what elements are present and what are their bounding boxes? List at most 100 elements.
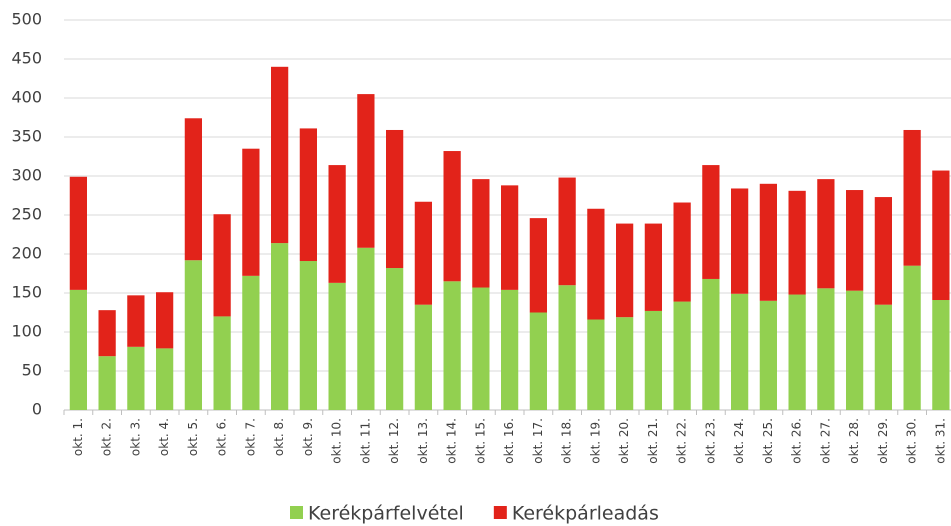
x-tick-label: okt. 9. <box>301 418 315 456</box>
legend-label: Kerékpárfelvétel <box>308 503 464 525</box>
bar-segment <box>214 316 231 410</box>
bar-segment <box>214 214 231 316</box>
bar-segment <box>530 313 547 411</box>
x-tick-label: okt. 17. <box>531 418 545 464</box>
bar-segment <box>875 305 892 410</box>
bar-segment <box>587 209 604 320</box>
bar-segment <box>702 279 719 410</box>
y-tick-label: 0 <box>32 400 42 419</box>
bar-segment <box>904 266 921 410</box>
x-tick-label: okt. 20. <box>617 418 631 464</box>
bar-segment <box>702 165 719 279</box>
x-tick-label: okt. 4. <box>157 418 171 456</box>
x-tick-label: okt. 6. <box>215 418 229 456</box>
x-tick-label: okt. 3. <box>128 418 142 456</box>
bar-segment <box>127 347 144 410</box>
x-tick-label: okt. 16. <box>502 418 516 464</box>
page: {"chart_data": {"type": "stacked_bar", "… <box>0 0 951 526</box>
x-tick-label: okt. 28. <box>847 418 861 464</box>
x-tick-label: okt. 23. <box>703 418 717 464</box>
x-tick-label: okt. 31. <box>933 418 947 464</box>
y-tick-label: 400 <box>11 88 42 107</box>
bar-segment <box>127 295 144 346</box>
bar-segment <box>587 320 604 410</box>
bar-segment <box>357 248 374 410</box>
y-tick-label: 100 <box>11 322 42 341</box>
x-tick-label: okt. 18. <box>560 418 574 464</box>
bar-segment <box>932 171 949 300</box>
x-tick-label: okt. 14. <box>445 418 459 464</box>
bar-segment <box>242 149 259 276</box>
x-tick-label: okt. 19. <box>588 418 602 464</box>
bar-segment <box>156 292 173 348</box>
x-tick-label: okt. 15. <box>473 418 487 464</box>
bar-segment <box>242 276 259 410</box>
bar-segment <box>415 202 432 305</box>
y-tick-label: 300 <box>11 166 42 185</box>
bar-segment <box>789 295 806 410</box>
bar-segment <box>70 177 87 290</box>
bar-segment <box>731 294 748 410</box>
bar-segment <box>904 130 921 266</box>
x-tick-label: okt. 5. <box>186 418 200 456</box>
legend-label: Kerékpárleadás <box>512 503 659 525</box>
bar-segment <box>185 260 202 410</box>
bar-segment <box>156 348 173 410</box>
bar-segment <box>674 302 691 410</box>
bar-segment <box>357 94 374 248</box>
bar-segment <box>99 310 116 356</box>
x-tick-label: okt. 13. <box>416 418 430 464</box>
bar-segment <box>99 356 116 410</box>
bar-segment <box>846 190 863 291</box>
x-tick-label: okt. 24. <box>732 418 746 464</box>
bar-segment <box>674 203 691 302</box>
y-tick-label: 250 <box>11 205 42 224</box>
x-tick-label: okt. 25. <box>761 418 775 464</box>
bar-segment <box>875 197 892 305</box>
bar-segment <box>559 285 576 410</box>
bar-segment <box>731 188 748 293</box>
bar-segment <box>300 128 317 261</box>
bar-segment <box>329 165 346 283</box>
bar-segment <box>817 179 834 288</box>
y-tick-label: 350 <box>11 127 42 146</box>
bar-segment <box>70 290 87 410</box>
bar-segment <box>501 185 518 290</box>
bar-segment <box>271 243 288 410</box>
bar-segment <box>559 178 576 286</box>
bar-segment <box>501 290 518 410</box>
bar-segment <box>760 184 777 301</box>
x-tick-label: okt. 27. <box>818 418 832 464</box>
y-tick-label: 500 <box>11 10 42 29</box>
bar-segment <box>846 291 863 410</box>
x-tick-label: okt. 29. <box>876 418 890 464</box>
bar-segment <box>300 261 317 410</box>
x-tick-label: okt. 12. <box>387 418 401 464</box>
x-tick-label: okt. 30. <box>905 418 919 464</box>
x-tick-label: okt. 26. <box>790 418 804 464</box>
x-tick-label: okt. 2. <box>100 418 114 456</box>
x-tick-label: okt. 10. <box>330 418 344 464</box>
bar-segment <box>444 151 461 281</box>
bar-segment <box>472 179 489 287</box>
bar-segment <box>386 130 403 268</box>
bar-segment <box>415 305 432 410</box>
bar-segment <box>444 281 461 410</box>
legend-swatch <box>494 506 507 519</box>
bar-segment <box>616 224 633 318</box>
bar-segment <box>329 283 346 410</box>
bar-segment <box>760 301 777 410</box>
bar-segment <box>645 224 662 311</box>
x-tick-label: okt. 22. <box>675 418 689 464</box>
legend-swatch <box>290 506 303 519</box>
bar-segment <box>185 118 202 260</box>
bar-segment <box>932 300 949 410</box>
x-tick-label: okt. 11. <box>358 418 372 464</box>
bar-segment <box>645 311 662 410</box>
x-tick-label: okt. 21. <box>646 418 660 464</box>
x-tick-label: okt. 7. <box>243 418 257 456</box>
bar-segment <box>530 218 547 312</box>
bar-segment <box>789 191 806 295</box>
y-tick-label: 450 <box>11 49 42 68</box>
bar-segment <box>271 67 288 243</box>
